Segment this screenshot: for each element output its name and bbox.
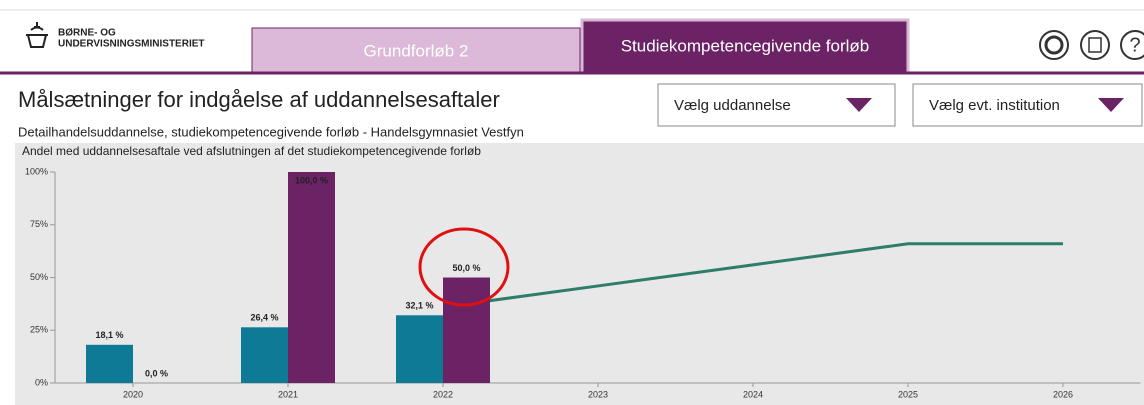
- icon: [1088, 37, 1102, 53]
- x-tick-label: 2024: [743, 389, 763, 399]
- tab-label[interactable]: Grundforløb 2: [364, 41, 469, 60]
- y-tick-label: 0%: [35, 377, 48, 387]
- x-tick-label: 2026: [1053, 389, 1073, 399]
- logo-text: BØRNE- OG: [58, 28, 116, 39]
- icon[interactable]: [1080, 30, 1110, 60]
- dropdown-label[interactable]: Vælg uddannelse: [674, 97, 791, 114]
- x-tick-label: 2022: [433, 389, 453, 399]
- icon[interactable]: [1039, 30, 1069, 60]
- icons: ?: [1039, 30, 1144, 60]
- dropdown[interactable]: [912, 83, 1143, 127]
- help-icon[interactable]: ?: [1129, 34, 1140, 56]
- bar: [443, 277, 490, 383]
- icon: [1044, 35, 1064, 55]
- x-tick-label: 2020: [123, 389, 143, 399]
- dropdown-arrow: [846, 98, 872, 112]
- value-label: 100,0 %: [295, 175, 328, 185]
- value-label: 0,0 %: [145, 368, 168, 378]
- value-label: 18,1 %: [95, 330, 123, 340]
- y-tick-label: 50%: [30, 272, 48, 282]
- value-label: 32,1 %: [405, 301, 433, 311]
- highlight-circle: [418, 227, 510, 307]
- bar: [288, 172, 335, 383]
- dropdown-label[interactable]: Vælg evt. institution: [929, 97, 1060, 114]
- tab-label[interactable]: Studiekompetencegivende forløb: [621, 36, 870, 55]
- icon[interactable]: [1120, 30, 1144, 60]
- chart-area: [15, 143, 1144, 405]
- value-label: 26,4 %: [250, 313, 278, 323]
- x-tick-label: 2021: [278, 389, 298, 399]
- page-title: Målsætninger for indgåelse af uddannelse…: [18, 87, 500, 112]
- logo: BØRNE- OG UNDERVISNINGSMINISTERIET: [26, 22, 205, 50]
- chart-title: Andel med uddannelsesaftale ved afslutni…: [22, 144, 481, 158]
- y-tick-label: 100%: [25, 166, 48, 176]
- logo-text: UNDERVISNINGSMINISTERIET: [58, 39, 205, 50]
- y-tick-label: 25%: [30, 325, 48, 335]
- bar: [86, 344, 133, 383]
- bar: [396, 315, 443, 383]
- bar: [241, 327, 288, 383]
- x-tick-label: 2025: [898, 389, 918, 399]
- y-tick-label: 75%: [30, 219, 48, 229]
- subtitle: Detailhandelsuddannelse, studiekompetenc…: [18, 124, 524, 139]
- value-label: 50,0 %: [452, 263, 480, 273]
- tab-active[interactable]: [580, 18, 910, 75]
- x-tick-label: 2023: [588, 389, 608, 399]
- dropdown-arrow: [1098, 98, 1124, 112]
- plot: 0% 25% 50% 75% 100% 2020 2021 2022 2023 2024 2025 2…: [25, 166, 1141, 399]
- target-line: [442, 242, 1063, 309]
